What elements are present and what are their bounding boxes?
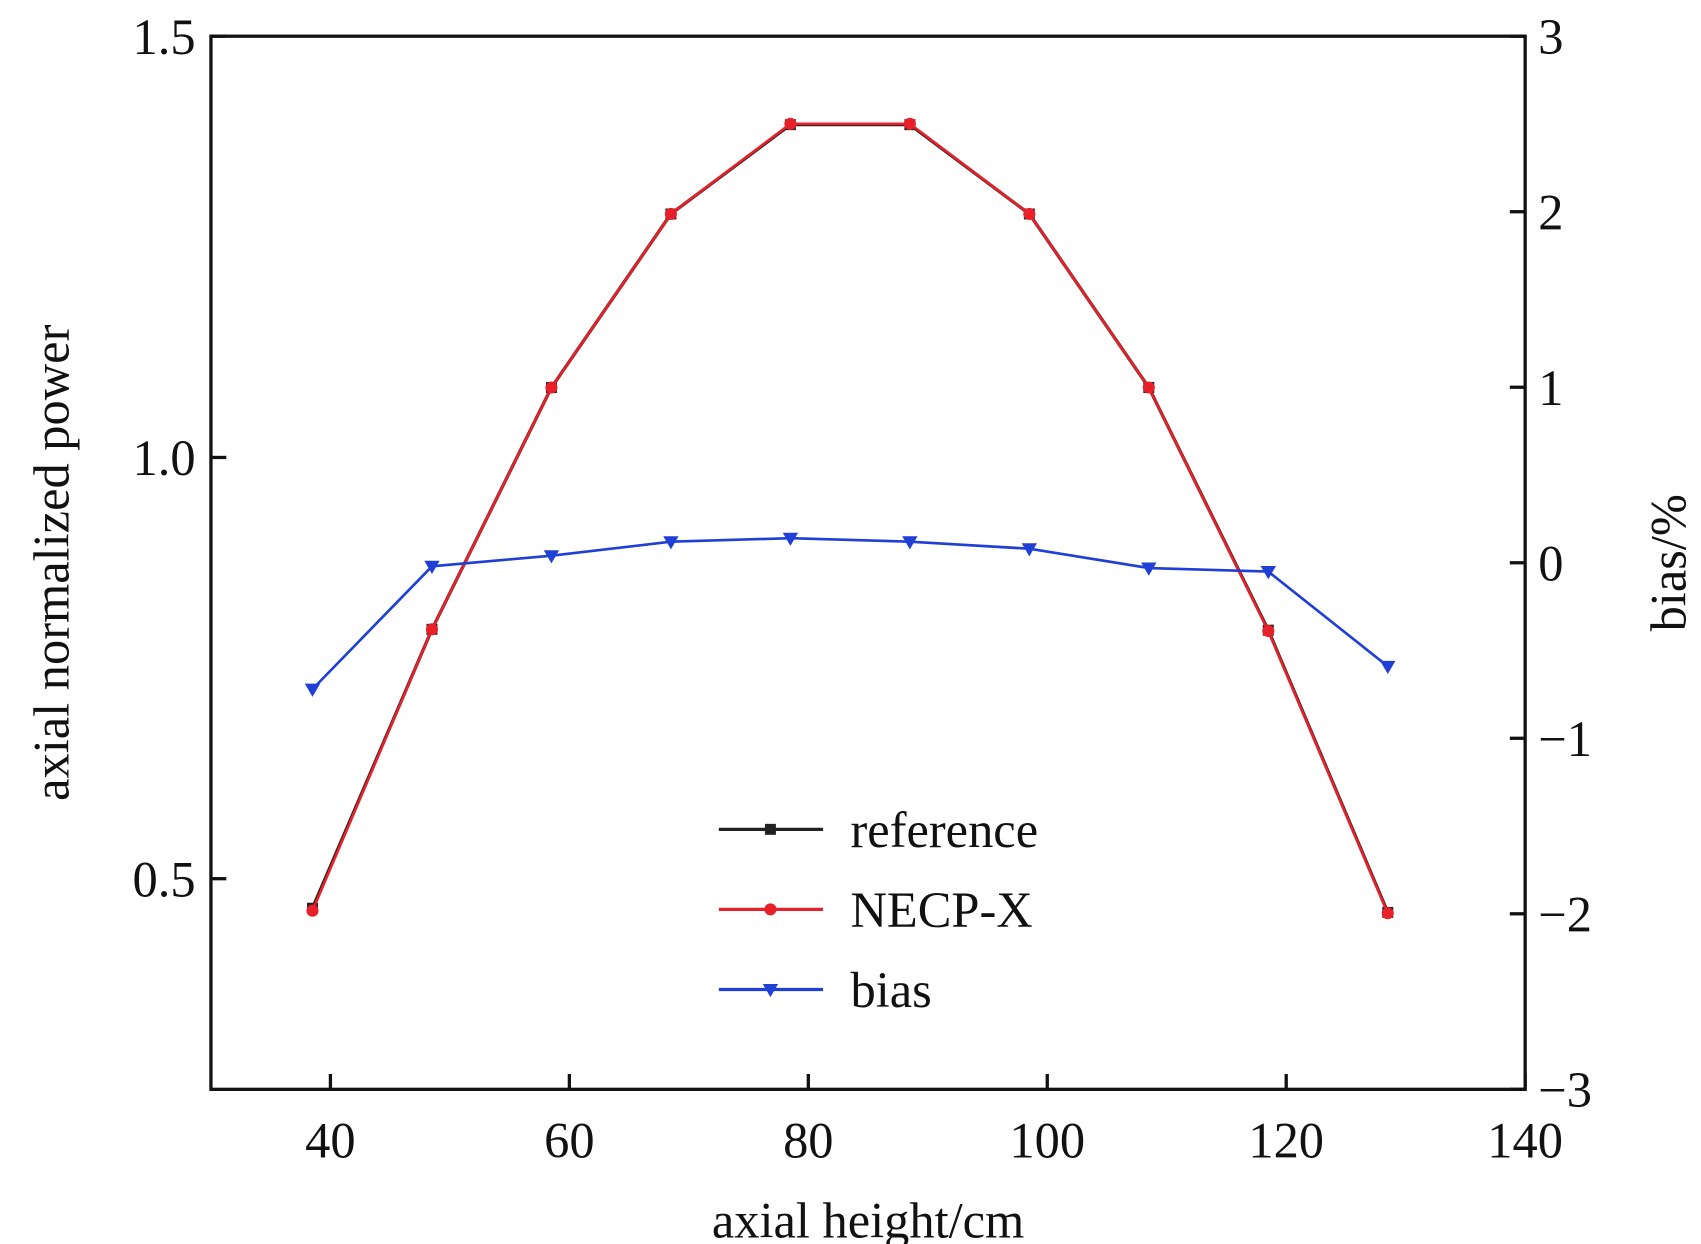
y-tick-label: 1.0: [133, 430, 196, 486]
x-axis-label: axial height/cm: [712, 1192, 1024, 1244]
x-tick-label: 60: [544, 1112, 594, 1168]
data-point: [543, 550, 560, 564]
data-point: [784, 117, 797, 130]
data-point: [902, 536, 918, 550]
data-point: [1262, 624, 1275, 638]
y-axis-label: axial normalized power: [23, 324, 79, 800]
y2-axis-label: bias/%: [1640, 494, 1696, 631]
legend: reference NECP-X bias: [718, 802, 1039, 1018]
data-point: [782, 532, 799, 546]
y2-tick-label: −3: [1538, 1062, 1592, 1118]
y2-tick-label: 0: [1538, 535, 1563, 591]
data-point: [425, 623, 439, 636]
x-tick-label: 80: [783, 1112, 833, 1168]
y2-tick-label: 1: [1538, 360, 1563, 416]
x-tick-label: 120: [1248, 1112, 1324, 1168]
data-point: [1021, 543, 1038, 557]
legend-marker: [762, 984, 779, 998]
series-necp-x: [306, 117, 1394, 920]
series-bias: [304, 532, 1396, 697]
legend-marker: [764, 823, 776, 835]
data-point: [1381, 907, 1394, 920]
y2-tick-label: −1: [1538, 711, 1592, 767]
data-point: [1380, 660, 1396, 674]
y-tick-label: 0.5: [133, 851, 196, 907]
y-tick-label: 1.5: [133, 9, 196, 65]
series-line: [310, 123, 1390, 914]
series-line: [311, 536, 1389, 691]
x-tick-label: 40: [305, 1112, 355, 1168]
x-tick-label: 140: [1487, 1112, 1563, 1168]
data-point: [903, 117, 916, 130]
data-point: [1142, 381, 1155, 394]
legend-label: NECP-X: [851, 882, 1033, 938]
legend-marker: [764, 903, 777, 916]
data-point: [304, 683, 321, 697]
y2-tick-label: −2: [1538, 886, 1592, 942]
data-point: [664, 207, 677, 221]
data-point: [1260, 566, 1276, 580]
data-point: [424, 560, 440, 574]
plot-frame: [209, 34, 1527, 1091]
data-point: [545, 381, 558, 394]
x-tick-label: 100: [1009, 1112, 1085, 1168]
legend-label: bias: [851, 962, 932, 1018]
series-reference: [307, 119, 1394, 918]
data-point: [663, 536, 679, 550]
data-point: [1141, 562, 1157, 576]
series-line: [311, 122, 1389, 914]
legend-label: reference: [851, 802, 1039, 858]
y2-tick-label: 2: [1538, 184, 1563, 240]
data-point: [306, 904, 319, 917]
y2-tick-label: 3: [1538, 9, 1563, 65]
data-point: [1023, 207, 1036, 221]
